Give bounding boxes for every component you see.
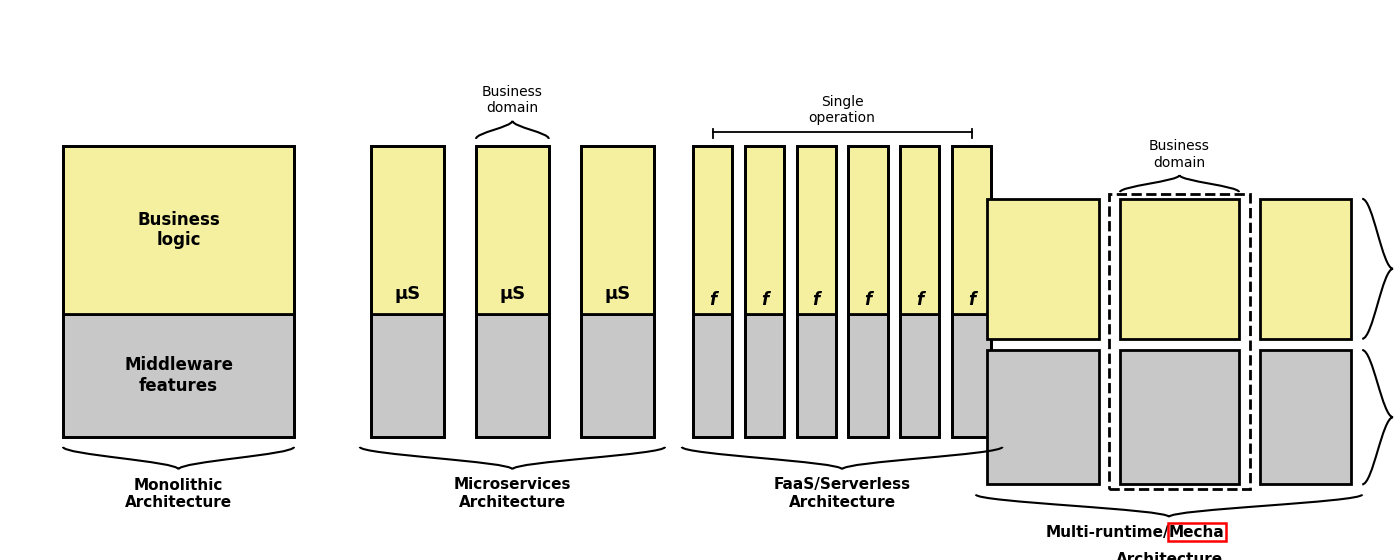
Text: Business
domain: Business domain (1149, 139, 1210, 170)
Bar (745, 146, 784, 315)
Bar (693, 315, 732, 437)
Bar (1260, 199, 1351, 339)
Bar (581, 146, 654, 437)
Text: FaaS/Serverless
Architecture: FaaS/Serverless Architecture (774, 477, 910, 510)
Bar (476, 315, 549, 437)
Bar (371, 146, 444, 315)
Bar (900, 315, 939, 437)
Bar (1120, 199, 1239, 339)
Bar (581, 315, 654, 437)
Text: Single
operation: Single operation (809, 95, 875, 125)
Bar (987, 350, 1099, 484)
Text: μS: μS (500, 285, 525, 304)
Text: f: f (708, 291, 717, 309)
Bar (1120, 350, 1239, 484)
Bar (745, 315, 784, 437)
Bar (63, 146, 294, 315)
Text: Mecha: Mecha (1169, 525, 1225, 540)
Bar (987, 199, 1099, 339)
Text: Business
domain: Business domain (482, 85, 543, 115)
Bar (952, 315, 991, 437)
Bar (371, 146, 444, 437)
Text: Monolithic
Architecture: Monolithic Architecture (125, 478, 232, 510)
Bar (745, 146, 784, 437)
Bar (797, 315, 836, 437)
Bar (693, 146, 732, 315)
Text: f: f (760, 291, 769, 309)
Bar (476, 146, 549, 437)
Bar (63, 315, 294, 437)
Text: Microservices
Architecture: Microservices Architecture (454, 477, 571, 510)
Text: f: f (967, 291, 976, 309)
Bar (848, 146, 888, 437)
Text: Multi-runtime/: Multi-runtime/ (1046, 525, 1169, 540)
Bar (63, 146, 294, 437)
Bar (900, 146, 939, 437)
Bar (693, 146, 732, 437)
Text: f: f (864, 291, 872, 309)
Bar (848, 146, 888, 315)
Bar (797, 146, 836, 315)
Bar (797, 146, 836, 437)
Text: f: f (916, 291, 924, 309)
Bar (952, 146, 991, 437)
Bar (371, 315, 444, 437)
Text: μS: μS (605, 285, 630, 304)
Bar (476, 146, 549, 315)
Bar (1260, 350, 1351, 484)
Text: μS: μS (395, 285, 420, 304)
Text: f: f (812, 291, 820, 309)
Text: Middleware
features: Middleware features (125, 356, 232, 395)
Bar (581, 146, 654, 315)
Bar (1109, 194, 1250, 489)
Bar (952, 146, 991, 315)
Bar (900, 146, 939, 315)
Text: Business
logic: Business logic (137, 211, 220, 249)
Text: Architecture: Architecture (1116, 552, 1222, 560)
Bar (848, 315, 888, 437)
